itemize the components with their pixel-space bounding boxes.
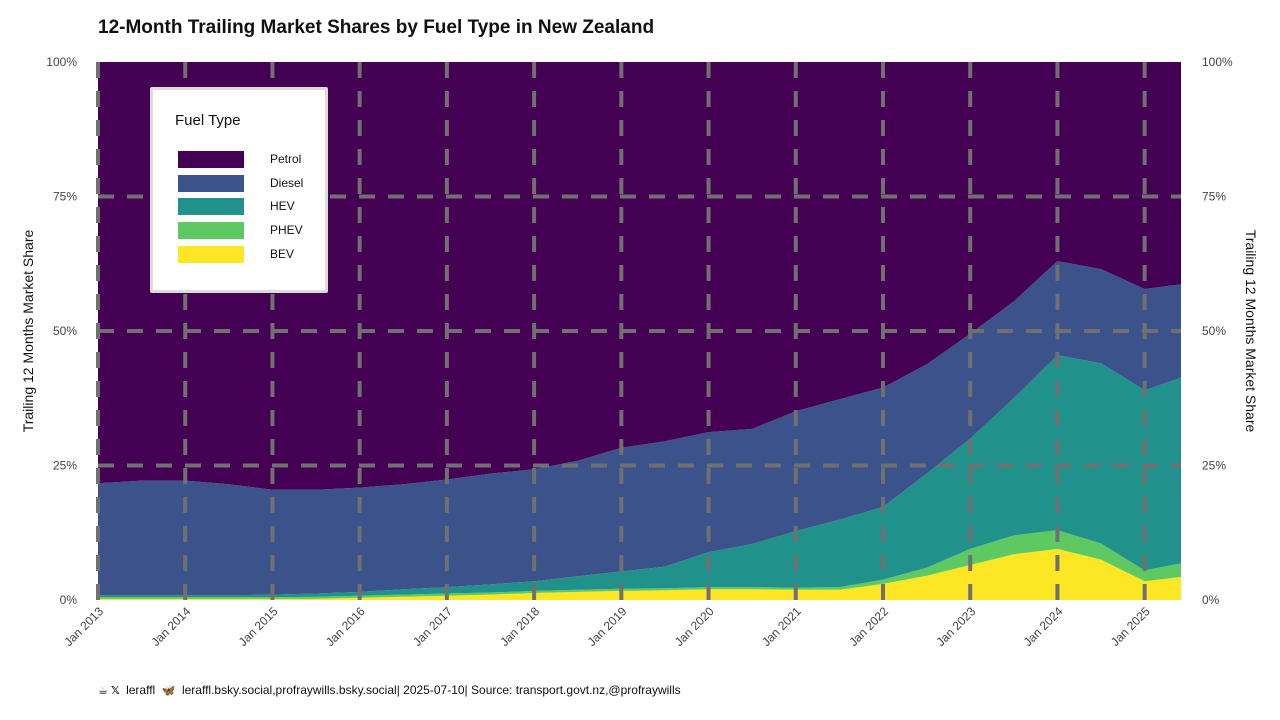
x-axis: Jan 2013 Jan 2014 Jan 2015 Jan 2016 Jan 2017… xyxy=(61,604,1153,649)
x-tick-2022: Jan 2022 xyxy=(846,604,891,649)
footer-caption: ☕ 𝕏 leraffl 🦋 leraffl.bsky.social,profray… xyxy=(98,683,681,697)
y-axis-label-left: Trailing 12 Months Market Share xyxy=(20,230,36,433)
x-logo-icon: 𝕏 xyxy=(110,685,120,698)
butterfly-icon: 🦋 xyxy=(161,685,176,698)
y-tick-right-50: 50% xyxy=(1202,324,1226,338)
x-tick-2018: Jan 2018 xyxy=(497,604,542,649)
legend-label-phev: PHEV xyxy=(270,223,303,237)
x-tick-2013: Jan 2013 xyxy=(61,604,106,649)
footer-bsky: leraffl.bsky.social,profraywills.bsky.so… xyxy=(181,683,397,697)
footer-separator-1: | xyxy=(396,683,400,697)
x-tick-2014: Jan 2014 xyxy=(149,604,194,649)
x-tick-2020: Jan 2020 xyxy=(672,604,717,649)
y-tick-left-0: 0% xyxy=(60,593,78,607)
area-hev xyxy=(98,355,1181,598)
legend-item-hev: HEV xyxy=(178,198,318,216)
footer-source: Source: transport.govt.nz,@profraywills xyxy=(471,683,681,697)
y-axis-right: 0% 25% 50% 75% 100% xyxy=(1202,55,1233,607)
area-petrol xyxy=(98,62,1181,490)
area-diesel xyxy=(98,261,1181,596)
legend-swatch-hev xyxy=(178,198,244,215)
x-tick-2021: Jan 2021 xyxy=(759,604,804,649)
legend-item-bev: BEV xyxy=(178,246,318,264)
x-tick-2024: Jan 2024 xyxy=(1021,604,1066,649)
y-tick-left-75: 75% xyxy=(53,190,77,204)
y-tick-right-0: 0% xyxy=(1202,593,1220,607)
footer-separator-2: | xyxy=(464,683,468,697)
x-tick-2019: Jan 2019 xyxy=(585,604,630,649)
legend-item-phev: PHEV xyxy=(178,222,318,240)
legend-item-diesel: Diesel xyxy=(178,175,318,193)
chart-title: 12-Month Trailing Market Shares by Fuel … xyxy=(98,17,655,38)
area-bev xyxy=(98,548,1181,600)
legend-swatch-bev xyxy=(178,246,244,263)
x-tick-2015: Jan 2015 xyxy=(236,604,281,649)
x-tick-2017: Jan 2017 xyxy=(410,604,455,649)
area-phev xyxy=(98,530,1181,599)
y-axis-left: 0% 25% 50% 75% 100% xyxy=(46,55,77,607)
y-tick-right-75: 75% xyxy=(1202,190,1226,204)
stacked-areas xyxy=(98,62,1181,600)
y-tick-right-100: 100% xyxy=(1202,55,1233,69)
legend-swatch-phev xyxy=(178,222,244,239)
y-tick-left-50: 50% xyxy=(53,324,77,338)
y-tick-right-25: 25% xyxy=(1202,459,1226,473)
legend-item-petrol: Petrol xyxy=(178,151,318,169)
y-axis-label-right: Trailing 12 Months Market Share xyxy=(1243,230,1259,433)
legend-swatch-diesel xyxy=(178,175,244,192)
legend-swatch-petrol xyxy=(178,151,244,168)
x-tick-2025: Jan 2025 xyxy=(1108,604,1153,649)
legend-label-hev: HEV xyxy=(270,199,295,213)
y-tick-left-100: 100% xyxy=(46,55,77,69)
x-tick-2023: Jan 2023 xyxy=(934,604,979,649)
footer-handle: leraffl xyxy=(126,683,156,697)
legend: Fuel Type Petrol Diesel HEV PHEV BEV xyxy=(150,87,328,293)
y-tick-left-25: 25% xyxy=(53,459,77,473)
x-tick-2016: Jan 2016 xyxy=(323,604,368,649)
legend-label-diesel: Diesel xyxy=(270,176,304,190)
legend-label-petrol: Petrol xyxy=(270,152,302,166)
footer-date: 2025-07-10 xyxy=(403,683,465,697)
legend-label-bev: BEV xyxy=(270,247,295,261)
coffee-icon: ☕ xyxy=(98,685,108,698)
legend-title: Fuel Type xyxy=(175,112,241,129)
